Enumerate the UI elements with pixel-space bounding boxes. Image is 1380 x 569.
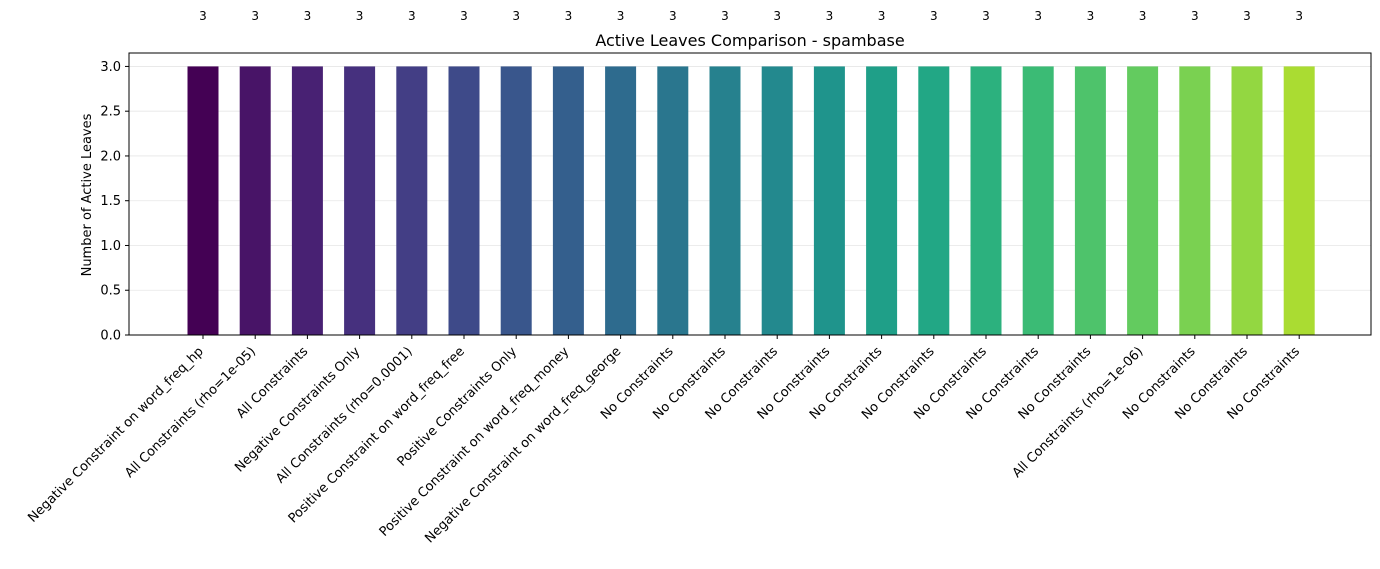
bar-value-label: 3	[982, 9, 990, 23]
bar	[813, 66, 845, 335]
bar	[1179, 66, 1211, 335]
bar	[1022, 66, 1054, 335]
bar	[448, 66, 480, 335]
bar	[918, 66, 950, 335]
grid-lines	[129, 66, 1371, 336]
y-tick-label: 2.0	[100, 149, 121, 164]
bar	[709, 66, 741, 335]
bar	[396, 66, 428, 335]
bar-value-label: 3	[1243, 9, 1251, 23]
bar-value-label: 3	[1087, 9, 1095, 23]
bar-value-label: 3	[773, 9, 781, 23]
bar-value-label: 3	[512, 9, 520, 23]
y-axis-ticks: 0.0 0.5 1.0 1.5 2.0 2.5 3.0	[100, 60, 129, 344]
bar	[605, 66, 637, 335]
bar-value-label: 3	[826, 9, 834, 23]
bar-value-label: 3	[669, 9, 677, 23]
bar	[552, 66, 584, 335]
plot-frame	[128, 52, 1372, 336]
bar-value-label: 3	[1191, 9, 1199, 23]
bar-value-label: 3	[356, 9, 364, 23]
bar-value-label: 3	[304, 9, 312, 23]
chart-title: Active Leaves Comparison - spambase	[595, 31, 904, 50]
bar	[657, 66, 689, 335]
x-tick-label: Positive Constraint on word_freq_money	[377, 344, 573, 540]
bar-value-label: 3	[617, 9, 625, 23]
value-labels: 3 3 3 3 3 3 3 3 3 3 3 3 3 3 3 3 3 3 3 3 3 3	[199, 9, 1303, 23]
bar-value-label: 3	[251, 9, 259, 23]
bar	[761, 66, 793, 335]
x-tick-label: Negative Constraint on word_freq_george	[422, 344, 624, 546]
bar-value-label: 3	[565, 9, 573, 23]
y-axis-label: Number of Active Leaves	[80, 113, 95, 276]
bar	[500, 66, 532, 335]
bar	[187, 66, 219, 335]
bars	[187, 66, 1315, 335]
bar-value-label: 3	[1295, 9, 1303, 23]
bar	[239, 66, 271, 335]
x-tick-label: Negative Constraint on word_freq_hp	[25, 344, 206, 525]
bar	[1074, 66, 1106, 335]
bar	[1283, 66, 1315, 335]
y-tick-label: 0.0	[100, 329, 121, 344]
bar-value-label: 3	[878, 9, 886, 23]
y-tick-label: 2.5	[100, 105, 121, 120]
y-tick-label: 0.5	[100, 284, 121, 299]
bar-value-label: 3	[460, 9, 468, 23]
y-tick-label: 1.5	[100, 194, 121, 209]
y-tick-label: 1.0	[100, 239, 121, 254]
bar-value-label: 3	[199, 9, 207, 23]
bar	[291, 66, 323, 335]
bar-value-label: 3	[721, 9, 729, 23]
bar	[970, 66, 1002, 335]
bar-value-label: 3	[930, 9, 938, 23]
bar-value-label: 3	[1034, 9, 1042, 23]
y-tick-label: 3.0	[100, 60, 121, 75]
bar	[1231, 66, 1263, 335]
bar	[1127, 66, 1159, 335]
bar	[866, 66, 898, 335]
bar	[344, 66, 376, 335]
bar-value-label: 3	[1139, 9, 1147, 23]
bar-value-label: 3	[408, 9, 416, 23]
